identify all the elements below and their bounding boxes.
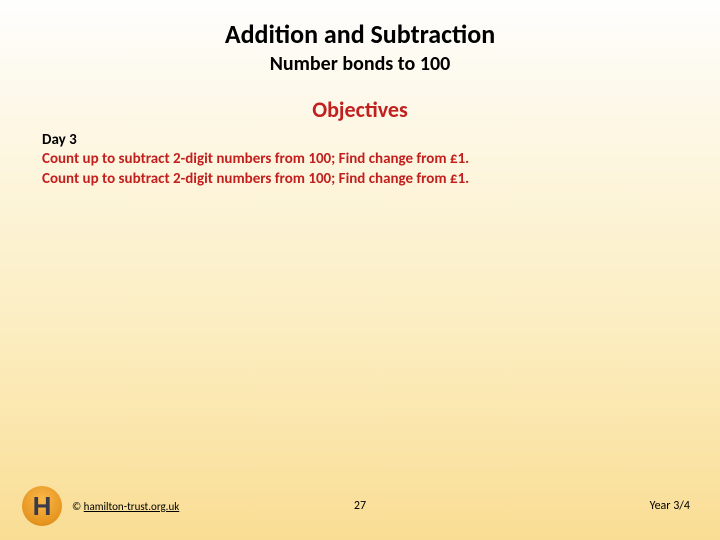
page-number: 27 bbox=[354, 499, 366, 513]
copyright-link[interactable]: hamilton-trust.org.uk bbox=[84, 500, 180, 513]
slide-subtitle: Number bonds to 100 bbox=[0, 52, 720, 76]
slide-title: Addition and Subtraction bbox=[0, 0, 720, 50]
day-label: Day 3 bbox=[42, 131, 678, 149]
footer: H © hamilton-trust.org.uk 27 Year 3/4 bbox=[0, 486, 720, 526]
logo-letter: H bbox=[33, 491, 52, 522]
logo-icon: H bbox=[22, 486, 62, 526]
year-label: Year 3/4 bbox=[650, 499, 690, 513]
content-area: Day 3 Count up to subtract 2-digit numbe… bbox=[0, 123, 720, 190]
copyright-prefix: © bbox=[72, 500, 84, 513]
copyright-text: © hamilton-trust.org.uk bbox=[72, 500, 179, 513]
objective-line: Count up to subtract 2-digit numbers fro… bbox=[42, 169, 678, 189]
objective-line: Count up to subtract 2-digit numbers fro… bbox=[42, 149, 678, 169]
objectives-heading: Objectives bbox=[0, 96, 720, 123]
